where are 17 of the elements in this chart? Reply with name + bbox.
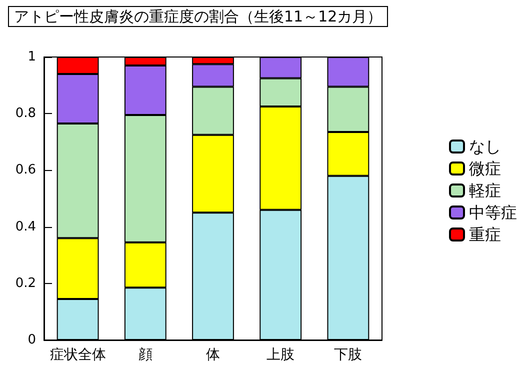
legend-label: 重症 xyxy=(469,225,501,244)
y-tick-label: 0.2 xyxy=(15,276,36,291)
y-tick-label: 1 xyxy=(28,50,36,64)
y-tick-label: 0.6 xyxy=(15,162,36,178)
legend-label: 中等症 xyxy=(469,203,517,222)
y-tick-label: 0.4 xyxy=(15,219,36,234)
y-tick-label: 0 xyxy=(28,332,36,348)
legend-label: なし xyxy=(469,137,501,156)
legend-label: 軽症 xyxy=(469,181,501,200)
x-tick-label: 顔 xyxy=(138,347,152,363)
legend-label: 微症 xyxy=(469,159,501,178)
x-tick-label: 下肢 xyxy=(334,347,362,363)
x-tick-label: 上肢 xyxy=(266,347,295,363)
x-tick-label: 症状全体 xyxy=(50,347,106,363)
x-tick-label: 体 xyxy=(206,347,220,363)
chart-title: アトピー性皮膚炎の重症度の割合（生後11～12カ月） xyxy=(14,8,382,26)
y-tick-label: 0.8 xyxy=(15,106,36,122)
